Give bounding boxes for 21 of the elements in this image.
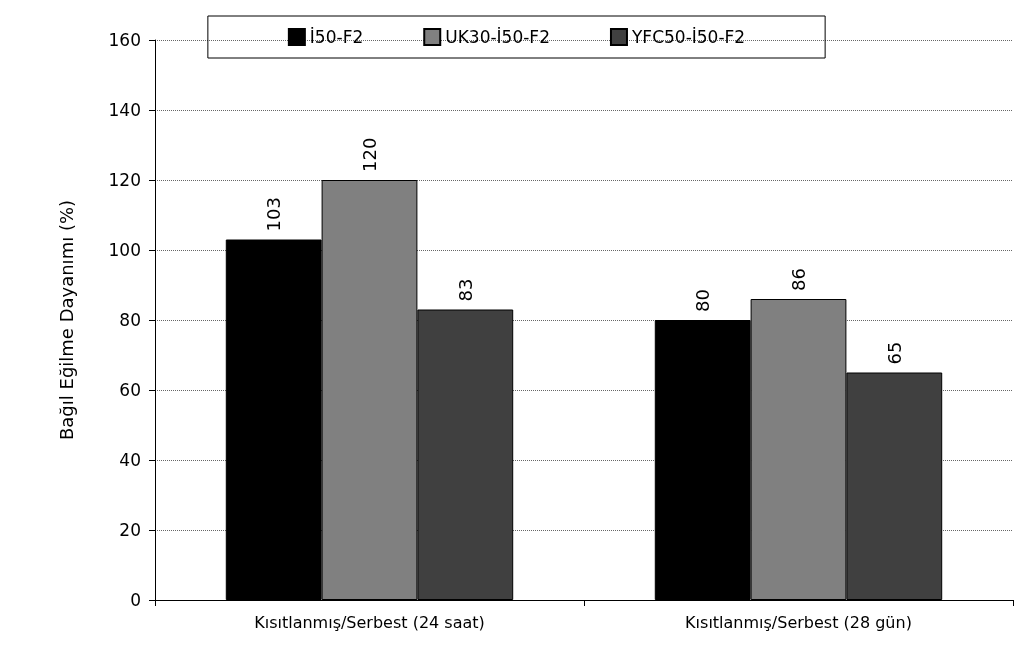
- legend-label: UK30-İ50-F2: [445, 27, 550, 47]
- y-tick-label: 160: [108, 30, 141, 50]
- y-tick-label: 40: [119, 450, 141, 470]
- y-tick-label: 0: [130, 590, 141, 610]
- y-tick-label: 20: [119, 520, 141, 540]
- x-tick-label: Kısıtlanmış/Serbest (28 gün): [685, 612, 912, 632]
- data-label: 86: [788, 268, 809, 291]
- legend-label: İ50-F2: [309, 27, 364, 47]
- y-axis-title: Bağıl Eğilme Dayanımı (%): [55, 199, 77, 441]
- x-tick-label: Kısıtlanmış/Serbest (24 saat): [254, 612, 485, 632]
- y-tick-label: 60: [119, 380, 141, 400]
- y-tick-label: 120: [108, 170, 141, 190]
- data-label: 103: [263, 197, 285, 232]
- y-tick-label: 140: [108, 100, 141, 120]
- data-label: 83: [454, 278, 476, 302]
- y-tick-label: 80: [119, 310, 141, 330]
- data-label: 65: [883, 341, 905, 365]
- y-tick-label: 100: [108, 240, 141, 260]
- data-label: 120: [359, 137, 380, 172]
- data-label: 80: [692, 289, 714, 312]
- legend-label: YFC50-İ50-F2: [630, 27, 746, 47]
